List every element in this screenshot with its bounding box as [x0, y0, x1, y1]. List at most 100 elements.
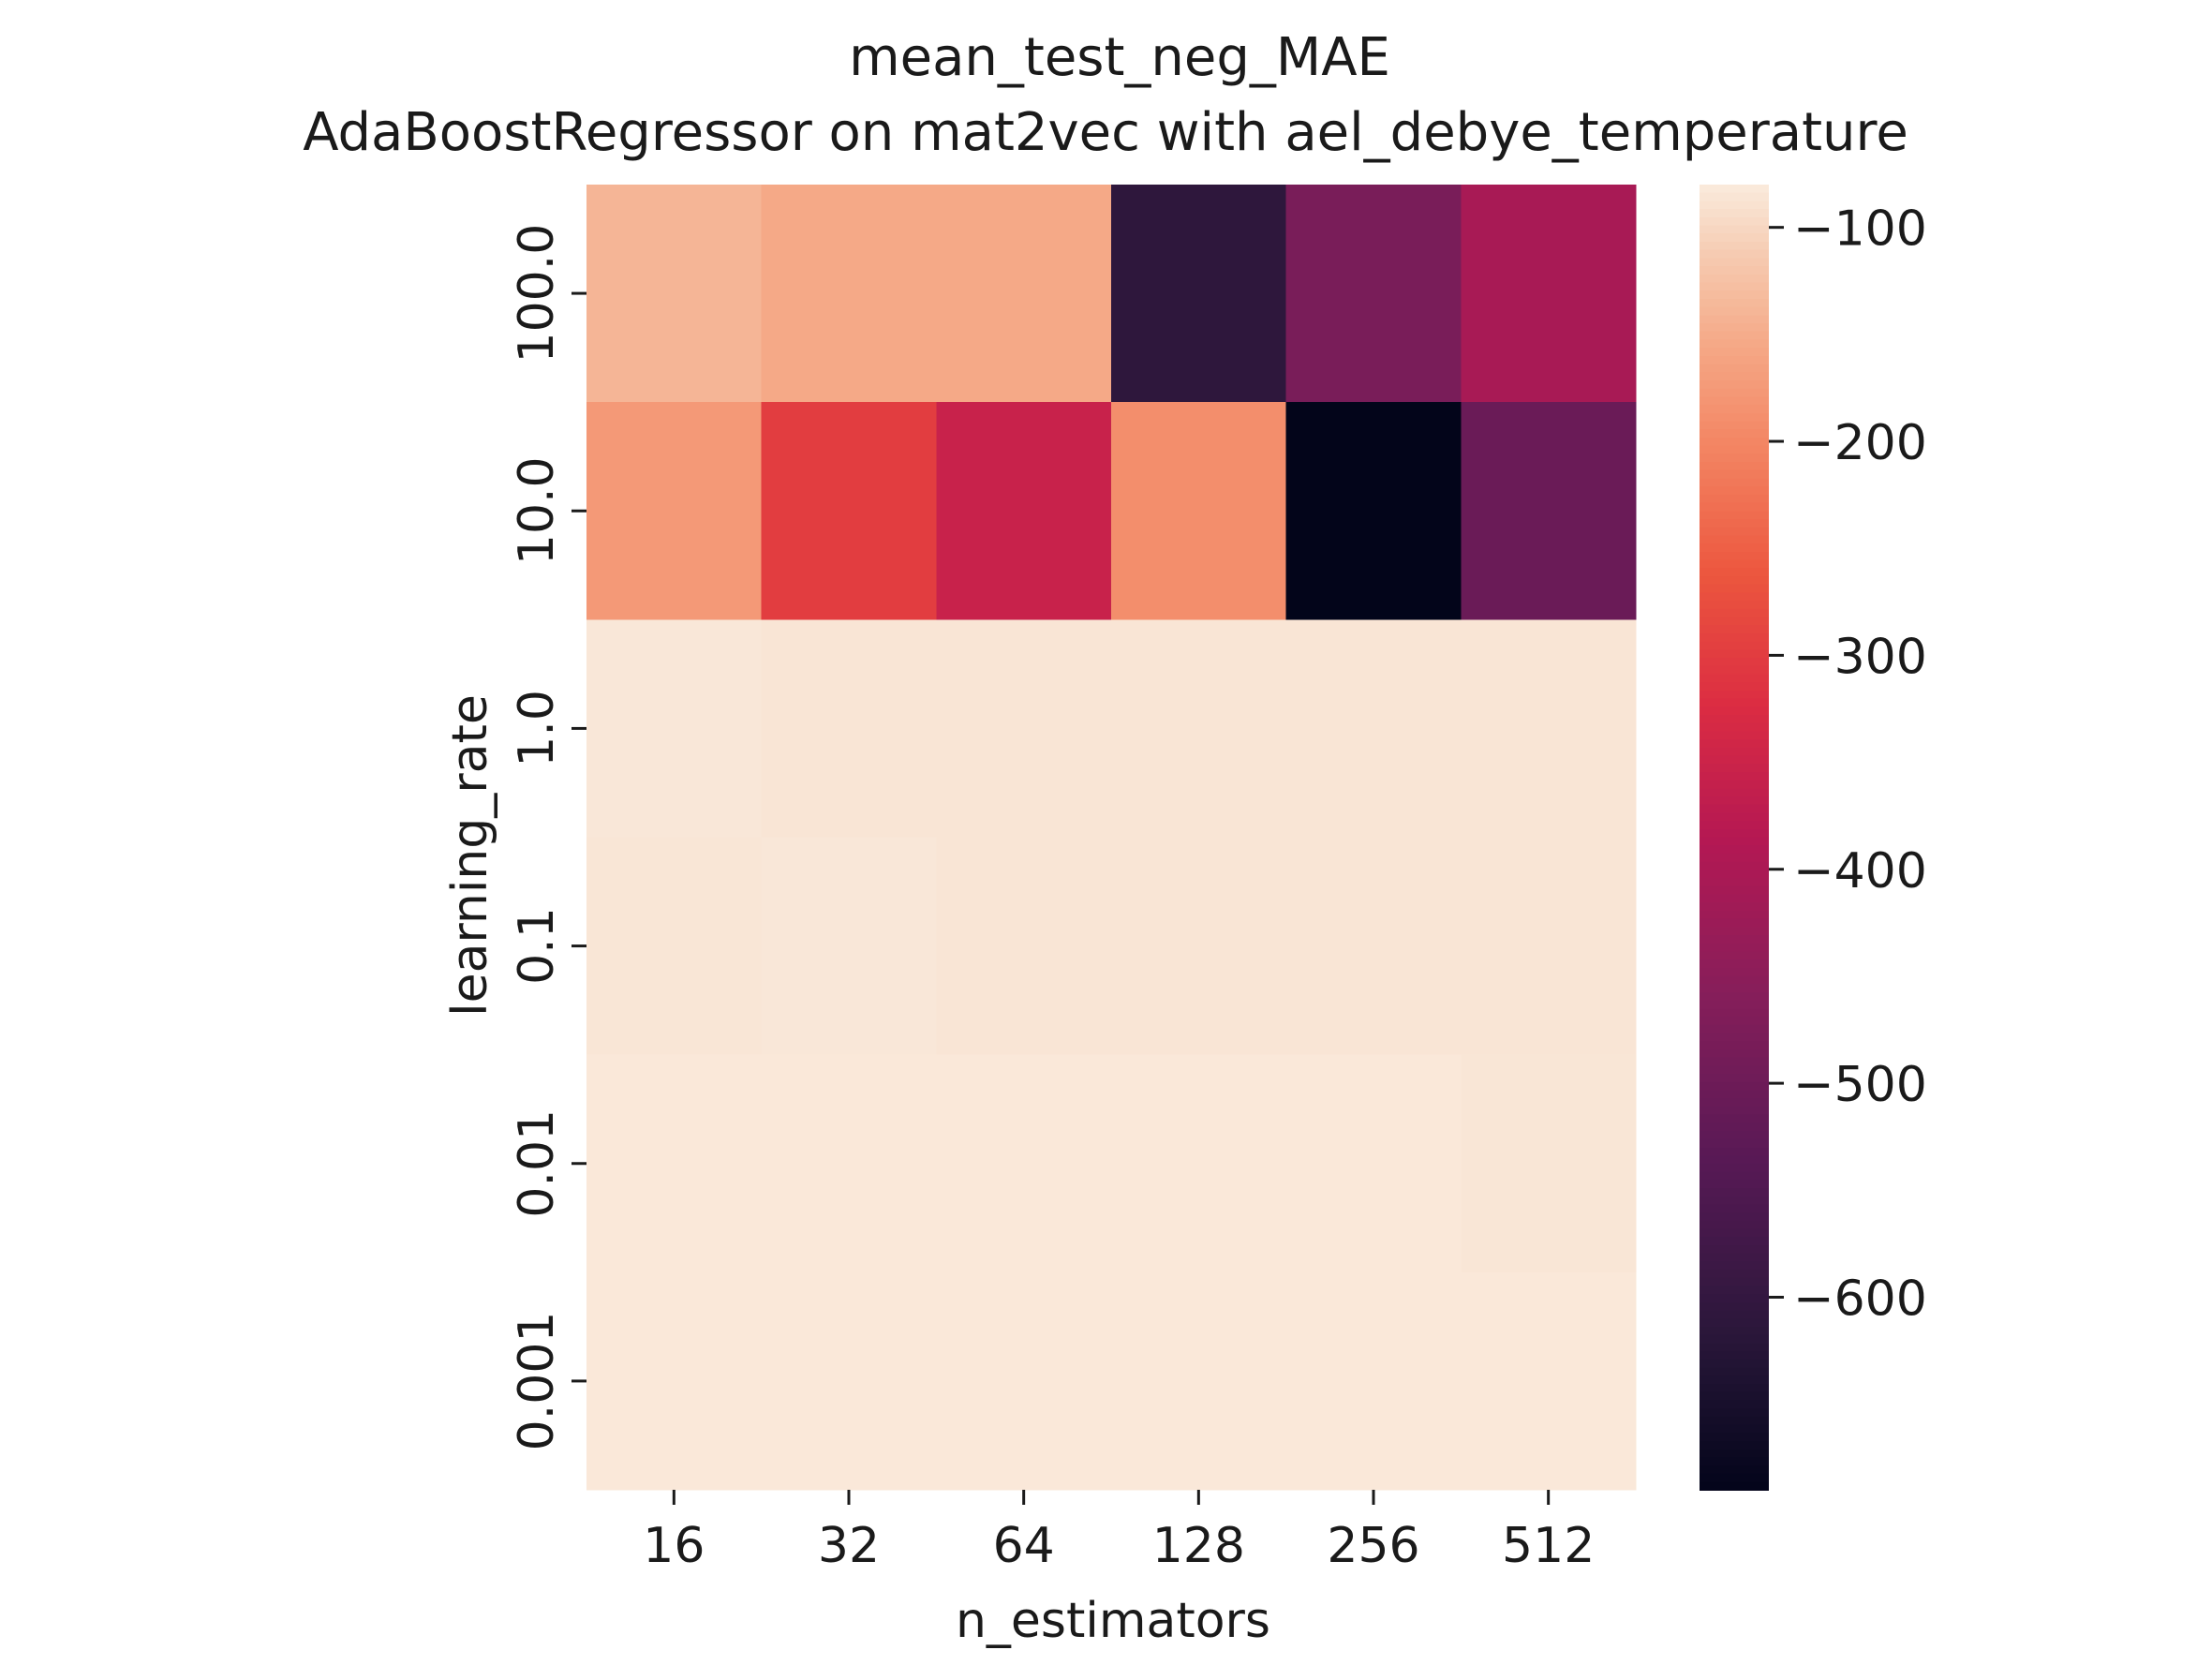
- colorbar-segment: [1700, 1081, 1769, 1092]
- colorbar-segment: [1700, 1090, 1769, 1099]
- colorbar-segment: [1700, 331, 1769, 341]
- colorbar-segment: [1700, 469, 1769, 480]
- heatmap-cell: [1461, 402, 1637, 620]
- colorbar-segment: [1700, 649, 1769, 659]
- colorbar-segment: [1700, 951, 1769, 960]
- heatmap-cell: [1111, 1271, 1287, 1491]
- colorbar-segment: [1700, 1171, 1769, 1181]
- colorbar-segment: [1700, 1122, 1769, 1132]
- colorbar-segment: [1700, 518, 1769, 528]
- colorbar-segment: [1700, 1457, 1769, 1466]
- colorbar-segment: [1700, 1343, 1769, 1352]
- colorbar-segment: [1700, 216, 1769, 227]
- colorbar-segment: [1700, 780, 1769, 790]
- colorbar-segment: [1700, 1416, 1769, 1426]
- colorbar-segment: [1700, 1008, 1769, 1018]
- x-tick-label: 512: [1502, 1518, 1595, 1574]
- chart-subtitle: AdaBoostRegressor on mat2vec with ael_de…: [303, 102, 1908, 163]
- y-tick-label: 100.0: [509, 224, 565, 364]
- colorbar-segment: [1700, 1310, 1769, 1319]
- x-tick-label: 256: [1327, 1518, 1419, 1574]
- y-tick-label: 0.1: [509, 907, 565, 985]
- colorbar-segment: [1700, 1383, 1769, 1393]
- colorbar-segment: [1700, 1228, 1769, 1238]
- colorbar-segment: [1700, 1073, 1769, 1083]
- colorbar-segment: [1700, 853, 1769, 863]
- colorbar-segment: [1700, 372, 1769, 381]
- colorbar-segment: [1700, 722, 1769, 733]
- colorbar-segment: [1700, 1220, 1769, 1230]
- colorbar-segment: [1700, 437, 1769, 447]
- colorbar-segment: [1700, 1196, 1769, 1206]
- heatmap-cell: [586, 619, 763, 839]
- colorbar-segment: [1700, 274, 1769, 284]
- colorbar-segment: [1700, 828, 1769, 839]
- colorbar-segment: [1700, 795, 1769, 806]
- colorbar-segment: [1700, 1391, 1769, 1402]
- colorbar-segment: [1700, 551, 1769, 561]
- colorbar-segment: [1700, 478, 1769, 487]
- colorbar-segment: [1700, 641, 1769, 651]
- heatmap-cell: [936, 1054, 1112, 1273]
- colorbar-segment: [1700, 657, 1769, 667]
- heatmap-cell: [1461, 837, 1637, 1056]
- colorbar-segment: [1700, 429, 1769, 439]
- colorbar-segment: [1700, 1481, 1769, 1491]
- colorbar-segment: [1700, 1433, 1769, 1442]
- y-tick-label: 0.001: [509, 1311, 565, 1450]
- colorbar-segment: [1700, 192, 1769, 202]
- colorbar-segment: [1700, 821, 1769, 830]
- colorbar-segment: [1700, 959, 1769, 969]
- x-tick-label: 16: [643, 1518, 705, 1574]
- colorbar-segment: [1700, 845, 1769, 855]
- colorbar-segment: [1700, 1350, 1769, 1360]
- colorbar-segment: [1700, 306, 1769, 317]
- heatmap-cell: [761, 185, 937, 403]
- colorbar-segment: [1700, 592, 1769, 602]
- x-tick-label: 32: [818, 1518, 880, 1574]
- colorbar-segment: [1700, 1407, 1769, 1418]
- colorbar-segment: [1700, 967, 1769, 977]
- colorbar-segment: [1700, 1017, 1769, 1026]
- colorbar-segment: [1700, 632, 1769, 643]
- colorbar-segment: [1700, 1244, 1769, 1255]
- colorbar-segment: [1700, 1294, 1769, 1303]
- colorbar-tick-label: −600: [1793, 1271, 1927, 1327]
- colorbar-segment: [1700, 975, 1769, 986]
- heatmap-cell: [1285, 1271, 1462, 1491]
- colorbar-segment: [1700, 771, 1769, 781]
- heatmap-cell: [586, 1271, 763, 1491]
- colorbar-segment: [1700, 1237, 1769, 1246]
- colorbar-segment: [1700, 739, 1769, 749]
- colorbar-segment: [1700, 706, 1769, 716]
- x-axis-label: n_estimators: [956, 1593, 1270, 1649]
- colorbar-segment: [1700, 918, 1769, 929]
- heatmap-cell: [761, 402, 937, 620]
- colorbar-segment: [1700, 1041, 1769, 1050]
- colorbar-segment: [1700, 209, 1769, 218]
- colorbar-segment: [1700, 665, 1769, 676]
- heatmap-cell: [936, 619, 1112, 839]
- colorbar-segment: [1700, 1367, 1769, 1376]
- colorbar-tick-label: −300: [1793, 629, 1927, 685]
- heatmap-cell: [936, 185, 1112, 403]
- heatmap-cell: [1285, 402, 1462, 620]
- colorbar-segment: [1700, 412, 1769, 423]
- colorbar-segment: [1700, 1033, 1769, 1042]
- y-axis-label: learning_rate: [442, 694, 498, 1017]
- colorbar-segment: [1700, 625, 1769, 634]
- heatmap-cell: [1111, 837, 1287, 1056]
- colorbar-segment: [1700, 682, 1769, 691]
- colorbar-segment: [1700, 511, 1769, 520]
- colorbar-segment: [1700, 355, 1769, 365]
- heatmap-cell: [1111, 1054, 1287, 1273]
- colorbar-segment: [1700, 902, 1769, 912]
- colorbar-segment: [1700, 1318, 1769, 1328]
- colorbar-segment: [1700, 1187, 1769, 1197]
- x-axis-ticks: 16 32 64 128 256 512: [643, 1490, 1595, 1574]
- colorbar-segment: [1700, 837, 1769, 847]
- colorbar-segment: [1700, 731, 1769, 740]
- colorbar-segment: [1700, 249, 1769, 260]
- heatmap-cell: [1111, 185, 1287, 403]
- heatmap-cell: [1461, 1271, 1637, 1491]
